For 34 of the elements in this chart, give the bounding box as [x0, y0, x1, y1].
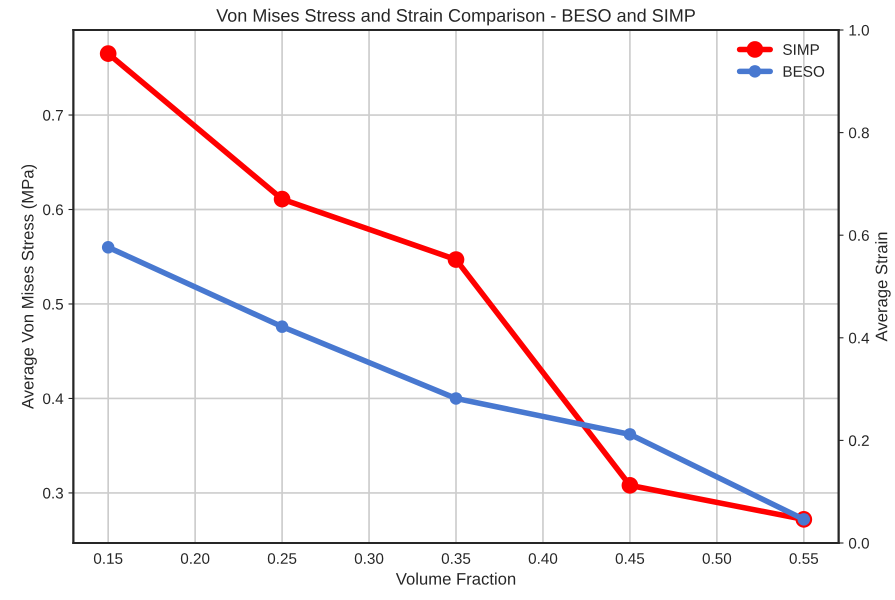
x-tick-label: 0.40	[528, 553, 558, 564]
point	[276, 320, 288, 333]
y-axis-title: Average Von Mises Stress (MPa)	[21, 164, 37, 410]
point	[102, 241, 114, 254]
x-tick-label: 0.20	[180, 553, 210, 564]
y2-tick-label: 0.2	[848, 435, 869, 446]
y2-tick-label: 0.6	[848, 230, 869, 241]
y-tick-label: 0.7	[43, 110, 63, 121]
y-tick-label: 0.5	[43, 298, 64, 310]
y2-tick-label: 0.0	[848, 538, 869, 549]
x-tick-label: 0.45	[616, 553, 644, 564]
y-tick-label: 0.4	[43, 393, 64, 404]
x-axis-title: Volume Fraction	[396, 572, 516, 585]
point	[450, 392, 462, 405]
y2-tick-label: 0.4	[848, 332, 870, 344]
legend-label: BESO	[784, 66, 824, 77]
chart-title: Von Mises Stress and Strain Comparison - BESO and SIMP	[216, 8, 695, 26]
x-tick-label: 0.25	[268, 553, 296, 564]
point	[100, 45, 117, 62]
y-tick-label: 0.6	[43, 204, 63, 216]
legend-label: SIMP	[783, 44, 819, 55]
y-tick-label: 0.3	[43, 488, 63, 499]
point	[448, 251, 464, 268]
point	[624, 428, 636, 441]
x-tick-label: 0.15	[94, 553, 122, 564]
x-tick-label: 0.55	[790, 553, 818, 564]
y2-axis-title: Average Strain	[875, 232, 891, 342]
point	[274, 190, 290, 208]
y2-tick-label: 0.8	[848, 127, 869, 138]
y2-tick-label: 1.0	[850, 24, 869, 36]
x-tick-label: 0.30	[354, 553, 384, 564]
x-tick-label: 0.35	[442, 553, 470, 564]
x-tick-label: 0.50	[702, 553, 732, 564]
point	[622, 477, 638, 494]
